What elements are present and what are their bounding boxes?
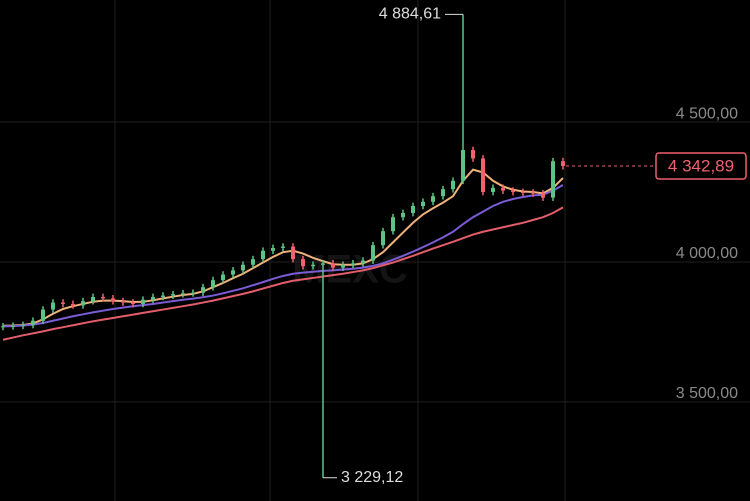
y-tick-label: 4 000,00 [676,245,738,262]
candle-body [511,190,515,193]
candle-body [101,296,105,299]
candle-body [31,320,35,325]
candle-body [211,280,215,288]
candle-body [471,150,475,159]
candle-body [51,302,55,310]
candle-body [201,287,205,293]
candle-body [381,231,385,246]
candle-body [251,259,255,265]
y-tick-label: 3 500,00 [676,385,738,402]
candle-body [341,264,345,268]
candle-body [121,301,125,303]
candle-body [561,161,565,167]
vertical-grid [114,0,566,501]
candle-body [481,158,485,193]
candle-body [221,274,225,281]
candle-body [461,150,465,181]
candle-body [321,263,325,265]
candle-body [111,298,115,302]
candle-body [271,247,275,251]
candle-body [301,259,305,267]
candle-body [361,260,365,264]
ma-line [2,168,564,327]
candle-body [331,263,335,268]
candle-body [451,180,455,190]
candle-body [351,263,355,265]
candle-body [411,205,415,213]
y-tick-label: 4 500,00 [676,105,738,122]
candle-body [181,293,185,295]
min-label: 3 229,12 [341,469,403,486]
candle-body [21,324,25,326]
candle-body [281,246,285,248]
candle-body [261,250,265,260]
candle-body [1,326,5,328]
candle-body [401,212,405,218]
last-price-label: 4 342,89 [668,156,734,175]
candle-body [531,192,535,194]
candle-body [541,193,545,198]
last-price-box [655,152,747,180]
ma-line [2,184,564,328]
candle-body [231,270,235,275]
candle-body [421,201,425,206]
candle-body [311,264,315,267]
candle-body [431,196,435,202]
candle-body [71,303,75,306]
candle-body [161,295,165,297]
candle-body [441,189,445,197]
candle-body [491,187,495,193]
candle-body [241,264,245,271]
candle-body [501,187,505,191]
candle-body [191,292,195,294]
candle-body [91,296,95,302]
ma-line [2,206,564,341]
candle-body [391,217,395,232]
candle-body [61,302,65,304]
candle-body [371,245,375,261]
candle-body [41,309,45,321]
candle-body [131,302,135,304]
candle-body [291,246,295,260]
max-label: 4 884,61 [379,6,441,23]
candle-body [151,296,155,300]
candle-body [11,325,15,327]
candle-body [521,192,525,194]
candle-body [171,294,175,296]
candle-body [141,299,145,304]
candle-body [551,161,555,198]
candle-body [81,301,85,306]
